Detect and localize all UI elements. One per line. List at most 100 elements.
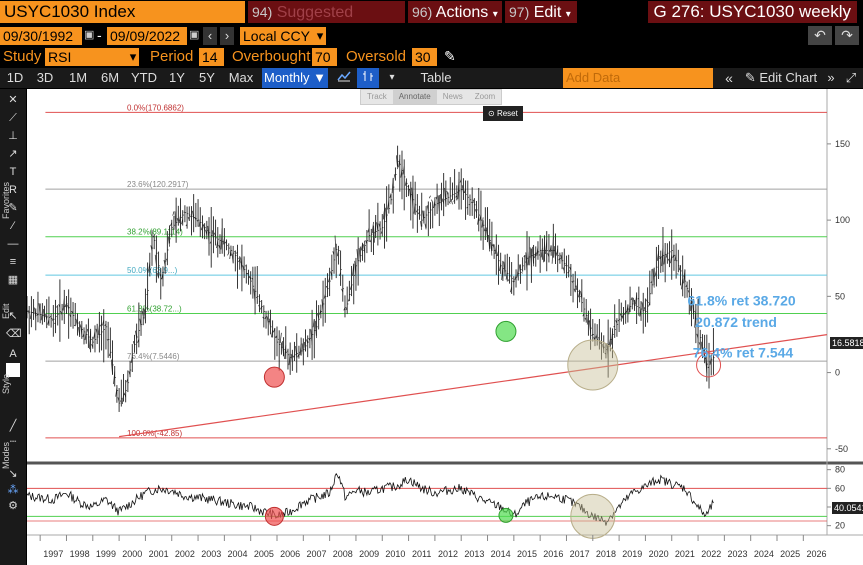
horizontal-line-icon[interactable]: — bbox=[7, 238, 19, 250]
fib-tool-icon[interactable]: ≡ bbox=[9, 256, 17, 268]
eraser-icon[interactable]: ⌫ bbox=[6, 328, 22, 340]
price-bar-open bbox=[376, 222, 379, 232]
price-bar-open bbox=[242, 265, 245, 272]
price-bar-open bbox=[573, 288, 576, 293]
line-dash-icon[interactable]: ┄ bbox=[9, 436, 17, 448]
price-bar-open bbox=[657, 251, 659, 261]
x-tick-label: 2024 bbox=[754, 549, 774, 559]
period-5y[interactable]: 5Y bbox=[199, 70, 215, 85]
price-bar-open bbox=[369, 239, 372, 243]
redo-icon[interactable]: ↷ bbox=[835, 26, 859, 45]
brush-icon[interactable]: ✎ bbox=[8, 202, 18, 214]
price-bar-open bbox=[459, 179, 462, 183]
price-bar-open bbox=[542, 242, 545, 263]
zoom-button[interactable]: Zoom bbox=[474, 92, 496, 101]
trend-tool-icon[interactable]: ⊥ bbox=[8, 130, 18, 142]
price-bar-open bbox=[290, 353, 293, 363]
price-bar-open bbox=[143, 309, 146, 322]
price-bar-open bbox=[249, 275, 252, 280]
calendar-icon[interactable]: ▣ bbox=[84, 29, 95, 41]
cycle-low-marker bbox=[567, 339, 619, 391]
price-bar-open bbox=[492, 243, 495, 249]
color-swatch-icon[interactable] bbox=[6, 363, 20, 377]
add-data-input[interactable]: Add Data bbox=[563, 68, 713, 88]
line-chart-icon[interactable] bbox=[333, 68, 355, 88]
period-1m[interactable]: 1M bbox=[68, 70, 88, 85]
price-bar-open bbox=[135, 330, 137, 339]
pencil-icon[interactable]: ✎ bbox=[444, 48, 456, 64]
price-bar-open bbox=[172, 211, 175, 216]
period-input[interactable]: 14 bbox=[199, 48, 224, 66]
overbought-input[interactable]: 70 bbox=[312, 48, 337, 66]
suggested-charts-button[interactable]: 94) Suggested Charts bbox=[248, 1, 405, 43]
reset-button[interactable]: ⊙ Reset bbox=[483, 106, 523, 121]
date-separator: - bbox=[97, 27, 102, 43]
frequency-label: Monthly bbox=[263, 70, 310, 85]
mode-scatter-icon[interactable]: ⁂ bbox=[7, 484, 19, 496]
study-input[interactable]: RSI bbox=[45, 48, 127, 66]
period-ytd[interactable]: YTD bbox=[131, 70, 157, 85]
period-6m[interactable]: 6M bbox=[100, 70, 120, 85]
price-bar-open bbox=[413, 202, 416, 214]
undo-icon[interactable]: ↶ bbox=[808, 26, 832, 45]
period-max[interactable]: Max bbox=[228, 70, 254, 85]
actions-menu[interactable]: 96) Actions ▾ bbox=[408, 1, 502, 23]
price-bar-open bbox=[71, 310, 74, 314]
price-bar-open bbox=[314, 320, 317, 339]
collapse-icon[interactable]: « bbox=[725, 70, 733, 86]
fullscreen-icon[interactable]: ⤢ bbox=[845, 70, 857, 85]
oversold-input[interactable]: 30 bbox=[412, 48, 437, 66]
price-bar-open bbox=[558, 257, 561, 261]
period-3d[interactable]: 3D bbox=[36, 70, 54, 85]
mode-arrow-icon[interactable]: ↘ bbox=[8, 468, 18, 480]
chart-area[interactable]: 0.0%(170.6862) 23.6%(120.2917) 38.2%(89.11… bbox=[25, 89, 863, 565]
price-bar-open bbox=[411, 187, 414, 211]
start-date-field[interactable]: 09/30/1992 bbox=[0, 27, 82, 45]
mode-gear-icon[interactable]: ⚙ bbox=[8, 500, 18, 512]
currency-select[interactable]: Local CCY bbox=[240, 27, 314, 45]
edit-menu[interactable]: 97) Edit ▾ bbox=[505, 1, 577, 23]
price-bar-open bbox=[580, 291, 583, 300]
chart-type-dropdown-icon[interactable]: ▾ bbox=[389, 72, 395, 83]
news-button[interactable]: News bbox=[442, 92, 463, 101]
prev-period-button[interactable]: ‹ bbox=[203, 27, 217, 45]
price-bar-open bbox=[341, 288, 344, 293]
edit-chart-button[interactable]: ✎ Edit Chart bbox=[744, 68, 818, 88]
currency-dropdown-icon[interactable]: ▾ bbox=[314, 27, 326, 45]
price-bar-open bbox=[516, 268, 519, 277]
text-tool-icon[interactable]: T bbox=[9, 166, 17, 178]
price-bar-open bbox=[303, 341, 306, 352]
annotation-icon[interactable]: A bbox=[9, 348, 17, 360]
next-period-button[interactable]: › bbox=[220, 27, 234, 45]
track-button[interactable]: Track bbox=[367, 92, 387, 101]
price-bar-open bbox=[312, 319, 315, 328]
table-button[interactable]: Table bbox=[420, 70, 452, 85]
price-bar-open bbox=[196, 219, 199, 222]
frequency-select[interactable]: Monthly ▼ bbox=[262, 68, 328, 88]
period-1y[interactable]: 1Y bbox=[169, 70, 185, 85]
study-bar: Study RSI ▾ Period 14 Overbought 70 Over… bbox=[0, 47, 863, 67]
arrow-tool-icon[interactable]: ↗ bbox=[8, 148, 18, 160]
calendar-icon[interactable]: ▣ bbox=[189, 29, 200, 41]
price-bar-open bbox=[389, 193, 392, 199]
pen-icon[interactable]: ∕ bbox=[12, 220, 14, 232]
chart-svg[interactable]: 0.0%(170.6862) 23.6%(120.2917) 38.2%(89.11… bbox=[25, 89, 863, 565]
bar-chart-icon[interactable] bbox=[357, 68, 379, 88]
annotate-button[interactable]: Annotate bbox=[392, 90, 437, 104]
grid-tool-icon[interactable]: ▦ bbox=[7, 274, 19, 286]
price-bar-open bbox=[104, 323, 107, 327]
end-date-field[interactable]: 09/09/2022 bbox=[107, 27, 187, 45]
r-tool-icon[interactable]: R bbox=[9, 184, 17, 196]
security-input[interactable]: USYC1030 Index bbox=[0, 1, 245, 23]
close-icon[interactable]: ✕ bbox=[8, 94, 18, 106]
period-1d[interactable]: 1D bbox=[6, 70, 24, 85]
expand-right-icon[interactable]: » bbox=[827, 70, 835, 85]
draw-line-icon[interactable]: ⟋ bbox=[9, 112, 17, 124]
line-style-icon[interactable]: ╱ bbox=[9, 420, 17, 432]
rsi-tick-label: 60 bbox=[835, 483, 845, 493]
study-dropdown-icon[interactable]: ▾ bbox=[127, 48, 139, 66]
price-bar-open bbox=[334, 235, 337, 259]
price-bar-open bbox=[350, 285, 352, 290]
select-arrow-icon[interactable]: ↖ bbox=[8, 310, 18, 322]
price-bar-open bbox=[207, 225, 210, 244]
